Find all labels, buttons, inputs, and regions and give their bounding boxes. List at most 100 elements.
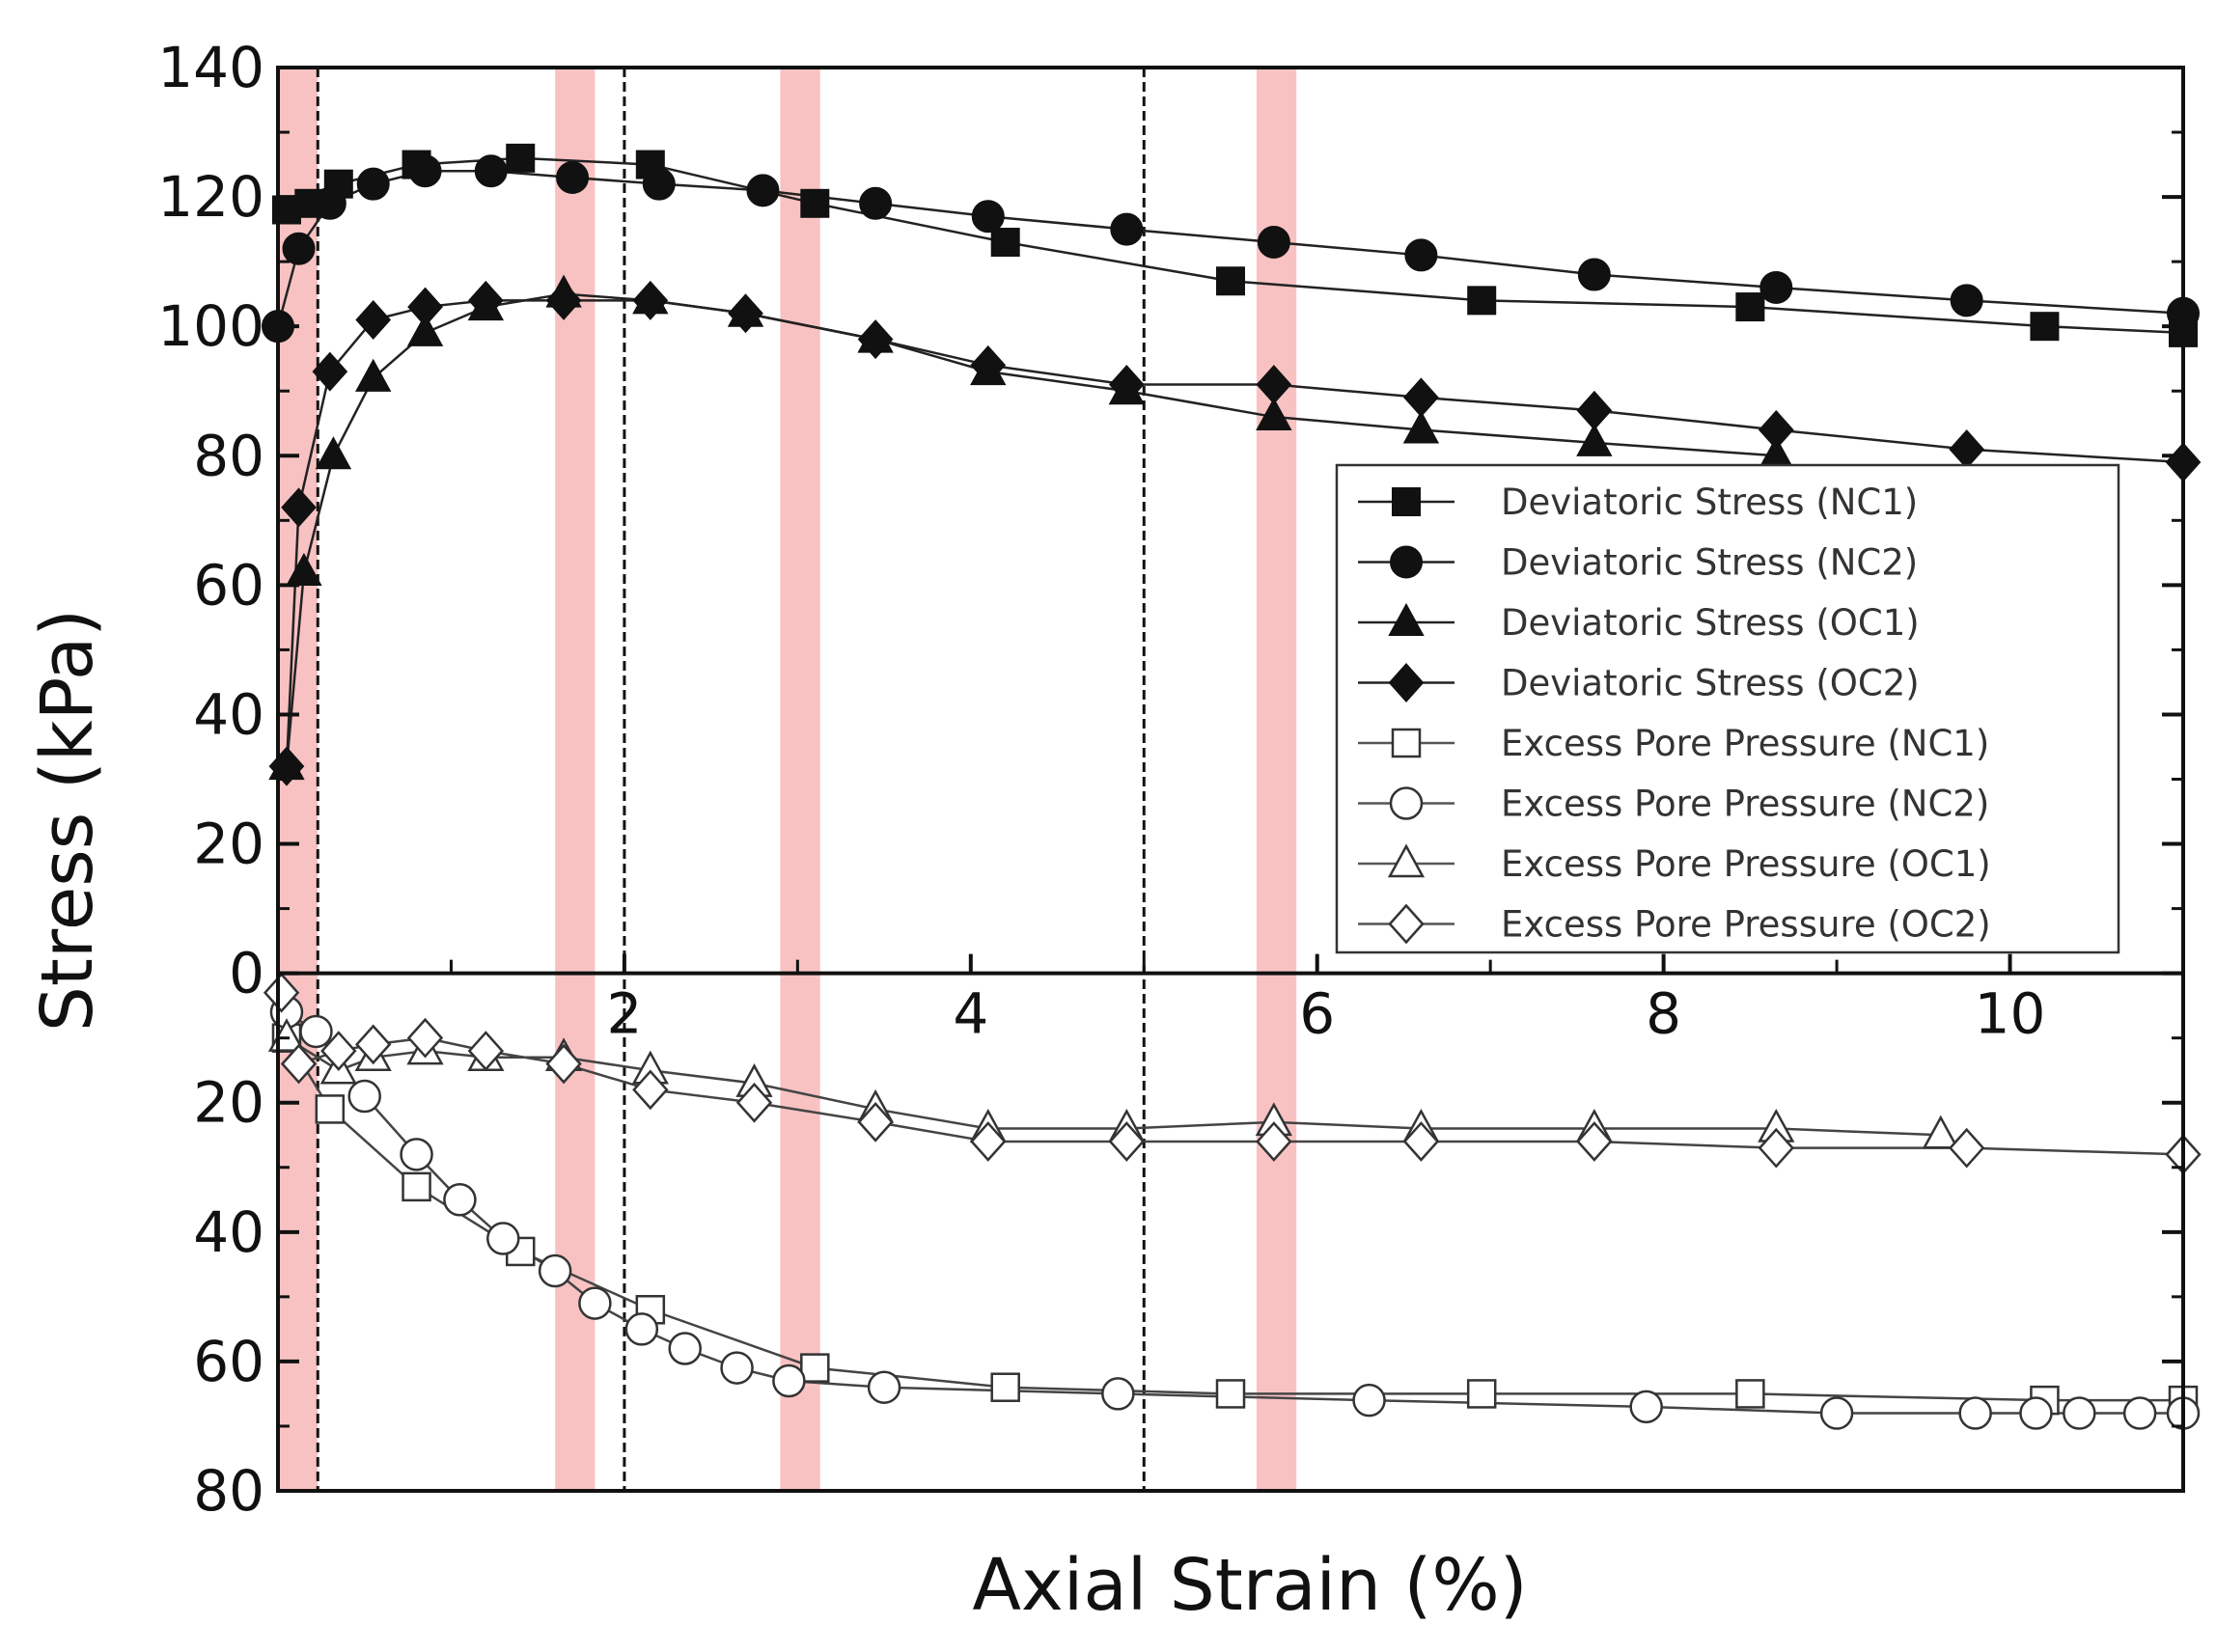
series-8-point-12 [1108, 1121, 1146, 1162]
series-2-point-12 [1110, 212, 1144, 246]
x-tick-label-6: 6 [1299, 981, 1335, 1047]
y-tick-label-2: 120 [157, 164, 264, 230]
series-8-point-1 [263, 972, 300, 1013]
series-6-point-11 [720, 1351, 754, 1385]
legend-marker-5 [1391, 728, 1422, 758]
series-3-point-13 [1256, 397, 1292, 431]
series-6-point-17 [1819, 1396, 1854, 1430]
series-2-point-10 [859, 186, 893, 220]
highlight-band-4 [1256, 68, 1297, 1491]
series-8-point-16 [1758, 1127, 1794, 1169]
series-8-point-10 [857, 1101, 894, 1143]
series-6-point-5 [443, 1183, 477, 1217]
series-2-point-7 [556, 160, 590, 194]
series-2-point-14 [1404, 238, 1438, 272]
series-4-point-11 [970, 344, 1007, 385]
legend: Deviatoric Stress (NC1) Deviatoric Stress… [1335, 463, 2120, 954]
y-tick-label-10: 40 [193, 1199, 264, 1265]
series-1-point-7 [800, 188, 830, 218]
series-4-point-10 [857, 319, 894, 360]
series-6-point-10 [668, 1332, 702, 1365]
series-6-point-16 [1629, 1390, 1663, 1424]
series-8-point-9 [735, 1082, 773, 1123]
series-6-point-4 [400, 1138, 433, 1171]
series-8-point-6 [467, 1031, 505, 1071]
series-3-point-4 [355, 358, 392, 392]
series-4-point-9 [728, 293, 763, 334]
series-5-point-8 [1215, 1379, 1246, 1409]
series-line-6 [286, 1010, 2183, 1415]
series-6-point-12 [772, 1363, 806, 1398]
series-1-point-11 [1735, 292, 1765, 322]
series-6-point-21 [2122, 1396, 2157, 1430]
x-tick-label-4: 4 [953, 981, 988, 1047]
series-2-point-11 [971, 200, 1005, 234]
series-6-point-7 [538, 1253, 572, 1288]
series-2-point-16 [1759, 270, 1793, 304]
series-8-point-2 [280, 1043, 318, 1085]
series-6-point-13 [867, 1370, 901, 1404]
series-2-point-3 [313, 186, 346, 220]
y-axis-title: Stress (kPa) [26, 609, 109, 1032]
series-4-point-6 [468, 280, 504, 320]
y-tick-label-11: 60 [193, 1329, 264, 1394]
series-8-point-13 [1256, 1121, 1292, 1162]
series-2-point-2 [282, 232, 316, 265]
series-6-point-19 [2019, 1396, 2053, 1430]
y-tick-label-9: 20 [193, 1070, 264, 1136]
legend-marker-1 [1392, 487, 1421, 516]
series-3-point-15 [1576, 423, 1613, 456]
legend-marker-6 [1389, 786, 1424, 820]
series-1-point-10 [1467, 286, 1497, 316]
series-4-point-7 [545, 280, 582, 320]
highlight-band-3 [780, 68, 820, 1491]
series-4-point-8 [632, 280, 669, 320]
series-2-point-6 [474, 154, 508, 188]
y-tick-label-12: 80 [193, 1458, 264, 1524]
series-line-7 [286, 1036, 1941, 1137]
series-markers [262, 143, 2202, 1430]
series-8-point-3 [320, 1031, 357, 1071]
series-4-point-14 [1403, 377, 1439, 418]
x-tick-label-2: 2 [606, 981, 642, 1047]
y-tick-label-5: 60 [193, 552, 264, 618]
series-4-point-15 [1576, 390, 1613, 430]
series-3-point-5 [406, 313, 444, 346]
y-tick-label-1: 140 [157, 35, 264, 100]
series-1-point-9 [1216, 266, 1245, 296]
series-5-point-10 [1735, 1379, 1765, 1409]
series-5-point-2 [315, 1094, 346, 1124]
legend-label-4: Deviatoric Stress (OC2) [1501, 663, 1920, 704]
axes [276, 66, 2185, 1493]
series-8-point-15 [1576, 1121, 1613, 1162]
series-1-point-12 [2030, 312, 2060, 342]
series-3-point-3 [315, 436, 352, 470]
series-4-point-13 [1256, 365, 1292, 405]
legend-label-1: Deviatoric Stress (NC1) [1501, 482, 1918, 523]
legend-label-3: Deviatoric Stress (OC1) [1501, 602, 1920, 644]
series-4-point-12 [1108, 365, 1145, 405]
x-tick-label-10: 10 [1975, 981, 2046, 1047]
y-tick-label-6: 40 [193, 681, 264, 747]
legend-marker-8 [1388, 903, 1425, 945]
legend-box [1335, 463, 2120, 954]
series-2-point-5 [408, 154, 442, 188]
series-4-point-16 [1758, 409, 1794, 450]
x-axis-title: Axial Strain (%) [972, 1544, 1527, 1627]
y-tick-label-8: 0 [229, 941, 264, 1006]
series-6-point-14 [1101, 1377, 1135, 1411]
series-3-point-14 [1402, 410, 1440, 444]
series-2-point-9 [746, 174, 780, 207]
series-8-point-17 [1949, 1127, 1985, 1169]
y-tick-label-7: 20 [193, 812, 264, 877]
series-1-point-5 [506, 143, 536, 173]
tick-labels: 2 4 6 8 10 140 120 100 80 60 40 20 0 20 40 60 80 [157, 35, 2045, 1524]
series-4-point-3 [312, 351, 348, 392]
legend-marker-7 [1387, 843, 1426, 878]
series-6-point-18 [1958, 1396, 1992, 1430]
series-2-point-13 [1257, 226, 1290, 260]
series-1-point-8 [990, 228, 1020, 258]
series-7-point-16 [1922, 1115, 1959, 1149]
series-6-point-3 [347, 1079, 381, 1114]
series-6-point-15 [1352, 1383, 1386, 1418]
